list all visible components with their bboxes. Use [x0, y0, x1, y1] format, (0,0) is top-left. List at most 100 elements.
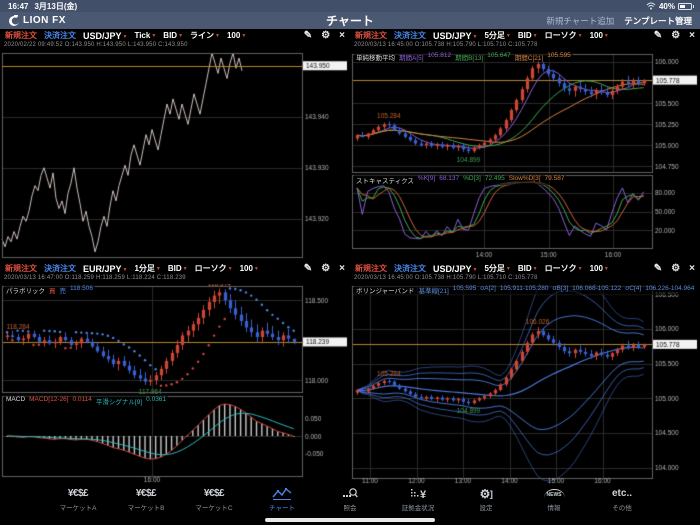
etc-icon: etc.. [611, 488, 632, 499]
pair-dropdown[interactable]: EUR/JPY▼ [83, 263, 128, 274]
tab-inquiry[interactable]: 照会 [328, 486, 372, 518]
chevron-down-icon: ▼ [122, 266, 128, 273]
panel-header: 新規注文 決済注文 USD/JPY▼ Tick▼ BID▼ ライン▼ 100▼ … [0, 29, 350, 42]
title-bar: LION FX チャート 新規チャート追加 テンプレート管理 [0, 12, 700, 29]
wifi-icon [646, 2, 656, 10]
tab-etc[interactable]: etc.. その他 [611, 488, 632, 512]
chevron-down-icon: ▼ [603, 266, 609, 272]
new-order-button[interactable]: 新規注文 [5, 264, 37, 273]
chevron-down-icon: ▼ [577, 33, 583, 39]
chevron-down-icon: ▼ [178, 33, 184, 39]
panel-header: 新規注文 決済注文 USD/JPY▼ 5分足▼ BID▼ ローソク▼ 100▼ … [350, 29, 700, 42]
bar-count-dropdown[interactable]: 100▼ [589, 264, 609, 273]
gear-icon[interactable]: ⚙ [671, 29, 681, 41]
tab-chart[interactable]: チャート [260, 486, 304, 518]
chart-panel-usdjpy-5min-bollinger: 新規注文 決済注文 USD/JPY▼ 5分足▼ BID▼ ローソク▼ 100▼ … [350, 262, 700, 484]
chart-type-dropdown[interactable]: ローソク▼ [544, 31, 583, 40]
close-icon[interactable]: × [689, 262, 695, 274]
pair-dropdown[interactable]: USD/JPY▼ [433, 263, 478, 274]
timeframe-dropdown[interactable]: 1分足▼ [134, 264, 161, 273]
add-chart-button[interactable]: 新規チャート追加 [546, 15, 615, 26]
new-order-button[interactable]: 新規注文 [5, 31, 37, 40]
lion-icon [9, 14, 19, 26]
tab-margin-status[interactable]: ¥ 証拠金状況 [396, 486, 440, 518]
chart-panel-usdjpy-tick: 新規注文 決済注文 USD/JPY▼ Tick▼ BID▼ ライン▼ 100▼ … [0, 29, 350, 262]
ohlc-readout: 2020/03/13 16:45:00 O:105.738 H:105.790 … [354, 42, 538, 48]
chevron-down-icon: ▼ [505, 266, 511, 272]
gear-icon[interactable]: ⚙ [321, 29, 331, 41]
pencil-icon[interactable]: ✎ [303, 262, 313, 274]
gear-icon: ⚙] [479, 486, 493, 501]
bar-count-dropdown[interactable]: 100▼ [226, 31, 247, 40]
tab-market-b[interactable]: ¥€$£ マーケットB [127, 488, 165, 512]
chevron-down-icon: ▼ [155, 266, 161, 272]
ohlc-readout: 2020/02/22 09:49:52 O:143.950 H:143.950 … [4, 42, 188, 48]
tab-market-a[interactable]: ¥€$£ マーケットA [59, 488, 97, 512]
new-order-button[interactable]: 新規注文 [355, 264, 387, 273]
chevron-down-icon: ▼ [472, 266, 478, 273]
tab-settings[interactable]: ⚙] 設定 [479, 486, 493, 513]
chevron-down-icon: ▼ [532, 33, 538, 39]
lionfx-logo: LION FX [8, 14, 66, 27]
price-side-dropdown[interactable]: BID▼ [517, 31, 538, 40]
chevron-down-icon: ▼ [505, 33, 511, 39]
bar-count-dropdown[interactable]: 100▼ [589, 31, 609, 40]
panel-header: 新規注文 決済注文 USD/JPY▼ 5分足▼ BID▼ ローソク▼ 100▼ … [350, 262, 700, 275]
chevron-down-icon: ▼ [215, 33, 220, 39]
timeframe-dropdown[interactable]: 5分足▼ [484, 31, 511, 40]
status-time-date: 16:47 3月13日(金) [8, 1, 83, 12]
chevron-down-icon: ▼ [532, 266, 538, 272]
close-order-button[interactable]: 決済注文 [44, 264, 76, 273]
pencil-icon[interactable]: ✎ [303, 29, 313, 41]
chevron-down-icon: ▼ [122, 33, 128, 40]
pair-dropdown[interactable]: USD/JPY▼ [83, 30, 128, 41]
tab-market-c[interactable]: ¥€$£ マーケットC [195, 488, 233, 512]
currencies-icon: ¥€$£ [135, 488, 157, 499]
chevron-down-icon: ▼ [472, 33, 478, 40]
battery-icon [678, 2, 694, 10]
chevron-down-icon: ▼ [603, 33, 609, 39]
candle-chart-canvas[interactable] [350, 51, 700, 262]
close-order-button[interactable]: 決済注文 [394, 264, 426, 273]
pair-dropdown[interactable]: USD/JPY▼ [433, 30, 478, 41]
line-chart-icon [272, 486, 292, 501]
news-icon: NEWS [543, 486, 565, 501]
margin-status-icon: ¥ [410, 486, 427, 501]
candle-chart-canvas[interactable] [350, 284, 700, 484]
logo-text: LION FX [23, 15, 66, 26]
close-icon[interactable]: × [339, 29, 345, 41]
price-side-dropdown[interactable]: BID▼ [167, 264, 188, 273]
chart-type-dropdown[interactable]: ローソク▼ [194, 264, 233, 273]
chart-type-dropdown[interactable]: ライン▼ [190, 31, 220, 40]
currencies-icon: ¥€$£ [203, 488, 225, 499]
pencil-icon[interactable]: ✎ [653, 29, 663, 41]
bar-count-dropdown[interactable]: 100▼ [239, 264, 259, 273]
chart-type-dropdown[interactable]: ローソク▼ [544, 264, 583, 273]
chevron-down-icon: ▼ [577, 266, 583, 272]
tab-news[interactable]: NEWS 情報 [532, 486, 576, 518]
gear-icon[interactable]: ⚙ [321, 262, 331, 274]
status-bar: 16:47 3月13日(金) 40% [0, 0, 700, 12]
close-icon[interactable]: × [339, 262, 345, 274]
timeframe-dropdown[interactable]: 5分足▼ [484, 264, 511, 273]
close-order-button[interactable]: 決済注文 [44, 31, 76, 40]
new-order-button[interactable]: 新規注文 [355, 31, 387, 40]
close-icon[interactable]: × [689, 29, 695, 41]
template-manage-button[interactable]: テンプレート管理 [624, 15, 692, 26]
candle-chart-canvas[interactable] [0, 284, 350, 484]
svg-text:¥: ¥ [420, 489, 427, 500]
home-indicator[interactable] [265, 518, 435, 522]
tick-chart-canvas[interactable] [0, 51, 350, 262]
price-side-dropdown[interactable]: BID▼ [163, 31, 184, 40]
chevron-down-icon: ▼ [227, 266, 233, 272]
status-time: 16:47 [8, 1, 29, 11]
currencies-icon: ¥€$£ [67, 488, 89, 499]
price-side-dropdown[interactable]: BID▼ [517, 264, 538, 273]
pencil-icon[interactable]: ✎ [653, 262, 663, 274]
search-icon [342, 486, 358, 501]
gear-icon[interactable]: ⚙ [671, 262, 681, 274]
timeframe-dropdown[interactable]: Tick▼ [134, 31, 157, 40]
ohlc-readout: 2020/03/13 16:47:00 O:118.259 H:118.259 … [4, 275, 186, 281]
close-order-button[interactable]: 決済注文 [394, 31, 426, 40]
